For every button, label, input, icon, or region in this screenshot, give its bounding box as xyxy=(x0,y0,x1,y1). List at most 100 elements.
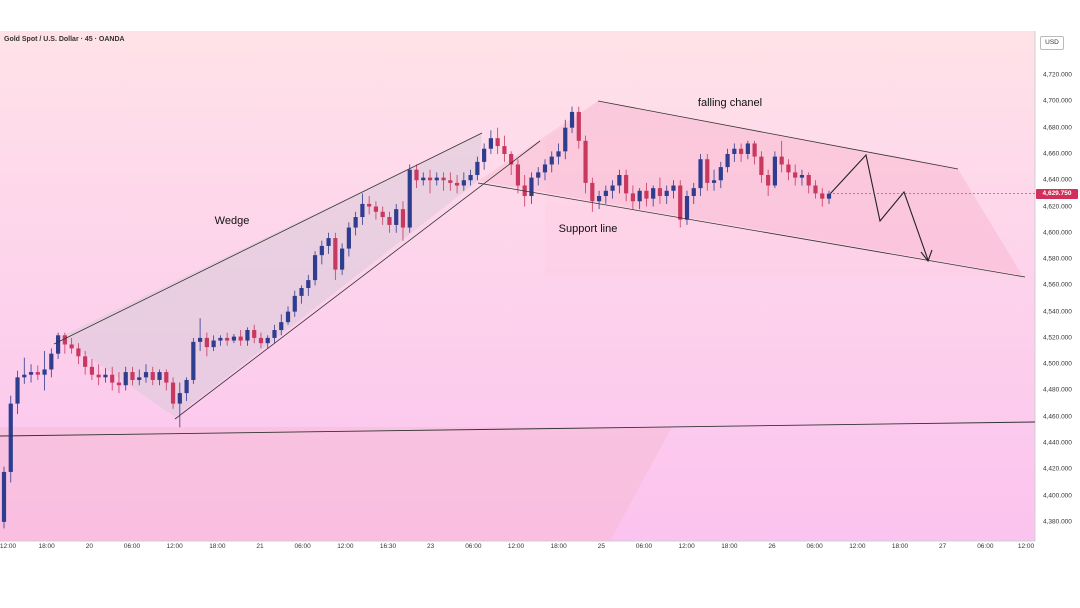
bull-candle[interactable] xyxy=(211,340,216,348)
bull-candle[interactable] xyxy=(637,190,642,202)
bear-candle[interactable] xyxy=(630,193,635,202)
bull-candle[interactable] xyxy=(28,372,34,375)
bear-candle[interactable] xyxy=(130,372,135,380)
bear-candle[interactable] xyxy=(576,111,581,141)
bull-candle[interactable] xyxy=(306,280,311,288)
bull-candle[interactable] xyxy=(157,372,162,380)
bear-candle[interactable] xyxy=(225,337,230,341)
bear-candle[interactable] xyxy=(759,156,764,175)
bear-candle[interactable] xyxy=(204,337,209,348)
bear-candle[interactable] xyxy=(35,372,40,375)
bear-candle[interactable] xyxy=(367,203,372,207)
bear-candle[interactable] xyxy=(793,172,798,178)
bull-candle[interactable] xyxy=(529,177,534,197)
bull-candle[interactable] xyxy=(684,196,690,220)
bull-candle[interactable] xyxy=(488,138,493,149)
bull-candle[interactable] xyxy=(475,161,480,175)
bull-candle[interactable] xyxy=(549,156,554,165)
bear-candle[interactable] xyxy=(766,174,771,186)
bull-candle[interactable] xyxy=(651,188,656,199)
bull-candle[interactable] xyxy=(326,238,331,246)
bull-candle[interactable] xyxy=(745,143,750,154)
bull-candle[interactable] xyxy=(772,156,777,186)
bull-candle[interactable] xyxy=(826,193,832,199)
bull-candle[interactable] xyxy=(272,330,277,338)
bull-candle[interactable] xyxy=(542,164,548,173)
bull-candle[interactable] xyxy=(312,255,318,281)
bull-candle[interactable] xyxy=(353,217,358,228)
bull-candle[interactable] xyxy=(725,153,730,168)
bull-candle[interactable] xyxy=(137,377,142,380)
bear-candle[interactable] xyxy=(441,177,446,181)
bear-candle[interactable] xyxy=(89,366,95,375)
bear-candle[interactable] xyxy=(380,211,385,218)
bear-candle[interactable] xyxy=(678,185,683,220)
bull-candle[interactable] xyxy=(1,471,7,522)
bull-candle[interactable] xyxy=(299,287,304,296)
bear-candle[interactable] xyxy=(705,159,710,183)
bull-candle[interactable] xyxy=(407,169,412,228)
bull-candle[interactable] xyxy=(360,203,365,218)
bear-candle[interactable] xyxy=(502,146,507,154)
bear-candle[interactable] xyxy=(427,177,433,181)
bear-candle[interactable] xyxy=(786,164,791,173)
bull-candle[interactable] xyxy=(292,295,297,312)
currency-badge[interactable]: USD xyxy=(1040,36,1064,50)
bull-candle[interactable] xyxy=(610,185,615,191)
bull-candle[interactable] xyxy=(394,209,399,225)
bear-candle[interactable] xyxy=(387,217,392,225)
bull-candle[interactable] xyxy=(103,374,108,378)
bear-candle[interactable] xyxy=(509,153,514,165)
bull-candle[interactable] xyxy=(285,311,291,323)
bear-candle[interactable] xyxy=(495,138,500,147)
bull-candle[interactable] xyxy=(42,369,47,375)
bull-candle[interactable] xyxy=(22,374,27,378)
bull-candle[interactable] xyxy=(461,180,466,186)
bear-candle[interactable] xyxy=(373,206,379,212)
bull-candle[interactable] xyxy=(603,190,608,197)
bear-candle[interactable] xyxy=(400,209,406,228)
bear-candle[interactable] xyxy=(110,374,115,383)
bear-candle[interactable] xyxy=(820,193,825,199)
bull-candle[interactable] xyxy=(664,190,669,197)
bear-candle[interactable] xyxy=(454,182,460,186)
bull-candle[interactable] xyxy=(569,111,575,128)
bear-candle[interactable] xyxy=(252,330,257,338)
bull-candle[interactable] xyxy=(143,372,149,378)
bear-candle[interactable] xyxy=(657,188,663,197)
bear-candle[interactable] xyxy=(69,344,74,349)
chart-area[interactable] xyxy=(0,31,1080,556)
bear-candle[interactable] xyxy=(752,143,757,157)
bull-candle[interactable] xyxy=(671,185,676,191)
bear-candle[interactable] xyxy=(738,148,744,154)
bull-candle[interactable] xyxy=(563,127,568,152)
bull-candle[interactable] xyxy=(536,172,541,178)
bull-candle[interactable] xyxy=(698,159,703,189)
bull-candle[interactable] xyxy=(346,227,351,249)
bull-candle[interactable] xyxy=(231,336,237,341)
bull-candle[interactable] xyxy=(596,196,602,202)
bull-candle[interactable] xyxy=(434,177,439,181)
bull-candle[interactable] xyxy=(718,167,723,181)
bull-candle[interactable] xyxy=(799,174,805,178)
bull-candle[interactable] xyxy=(279,322,284,331)
bull-candle[interactable] xyxy=(56,335,61,354)
bear-candle[interactable] xyxy=(238,336,243,341)
bull-candle[interactable] xyxy=(732,148,737,154)
bull-candle[interactable] xyxy=(319,245,324,256)
bear-candle[interactable] xyxy=(170,382,176,404)
bear-candle[interactable] xyxy=(414,169,419,181)
bull-candle[interactable] xyxy=(691,188,696,197)
bull-candle[interactable] xyxy=(123,372,128,386)
bear-candle[interactable] xyxy=(333,238,338,270)
bull-candle[interactable] xyxy=(265,337,270,344)
bear-candle[interactable] xyxy=(624,174,629,194)
bull-candle[interactable] xyxy=(245,330,250,341)
bear-candle[interactable] xyxy=(448,180,453,183)
bull-candle[interactable] xyxy=(468,174,473,181)
bull-candle[interactable] xyxy=(482,148,487,162)
bull-candle[interactable] xyxy=(49,353,54,370)
bear-candle[interactable] xyxy=(83,356,88,367)
bear-candle[interactable] xyxy=(76,348,81,357)
bull-candle[interactable] xyxy=(556,151,561,157)
